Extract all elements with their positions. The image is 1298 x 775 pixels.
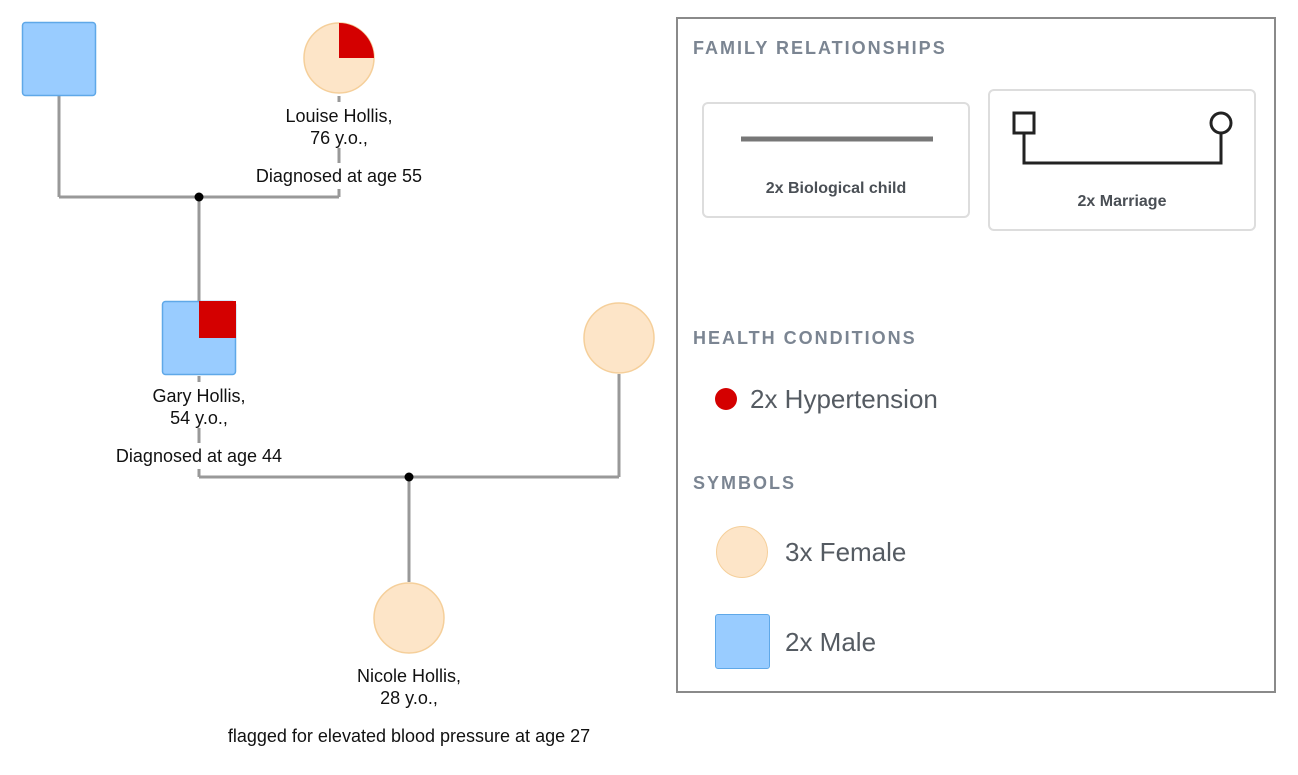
marriage-junction-gen1 (194, 192, 204, 202)
male-symbol (21, 21, 97, 97)
person-age: 28 y.o., (380, 688, 438, 708)
person-name: Nicole Hollis, (357, 666, 461, 686)
health-conditions-heading: HEALTH CONDITIONS (693, 328, 917, 348)
pedigree-chart: Louise Hollis, 76 y.o., Diagnosed at age… (21, 21, 655, 746)
person-name: Louise Hollis, (285, 106, 392, 126)
female-symbol (583, 302, 655, 374)
marriage-label: 2x Marriage (1077, 193, 1167, 210)
person-spouse[interactable] (583, 302, 655, 374)
male-symbol (715, 614, 770, 669)
person-note: Diagnosed at age 55 (256, 166, 422, 186)
marriage-card[interactable]: 2x Marriage (988, 89, 1256, 231)
person-nicole[interactable]: Nicole Hollis, 28 y.o., flagged for elev… (228, 582, 590, 746)
legend-panel: FAMILY RELATIONSHIPS 2x Biological child… (676, 17, 1276, 693)
hypertension-marker (339, 23, 374, 58)
person-note: Diagnosed at age 44 (116, 446, 282, 466)
biological-child-label: 2x Biological child (765, 180, 907, 197)
person-grandfather[interactable] (21, 21, 97, 97)
female-symbol (373, 582, 445, 654)
male-count-label: 2x Male (785, 627, 877, 657)
hypertension-marker (199, 301, 236, 338)
biological-child-card[interactable]: 2x Biological child (702, 102, 970, 218)
hypertension-label: 2x Hypertension (750, 384, 938, 414)
person-name: Gary Hollis, (152, 386, 245, 406)
marriage-junction-gen2 (404, 472, 414, 482)
female-count-label: 3x Female (785, 537, 907, 567)
person-age: 76 y.o., (310, 128, 368, 148)
person-note: flagged for elevated blood pressure at a… (228, 726, 590, 746)
female-symbol (716, 526, 768, 578)
person-gary[interactable]: Gary Hollis, 54 y.o., Diagnosed at age 4… (116, 300, 282, 466)
hypertension-dot (715, 388, 737, 410)
family-relationships-heading: FAMILY RELATIONSHIPS (693, 38, 947, 58)
biological-child-icon (741, 136, 933, 142)
marriage-icon (1012, 111, 1233, 165)
symbols-heading: SYMBOLS (693, 473, 797, 493)
person-age: 54 y.o., (170, 408, 228, 428)
person-louise[interactable]: Louise Hollis, 76 y.o., Diagnosed at age… (256, 22, 422, 186)
